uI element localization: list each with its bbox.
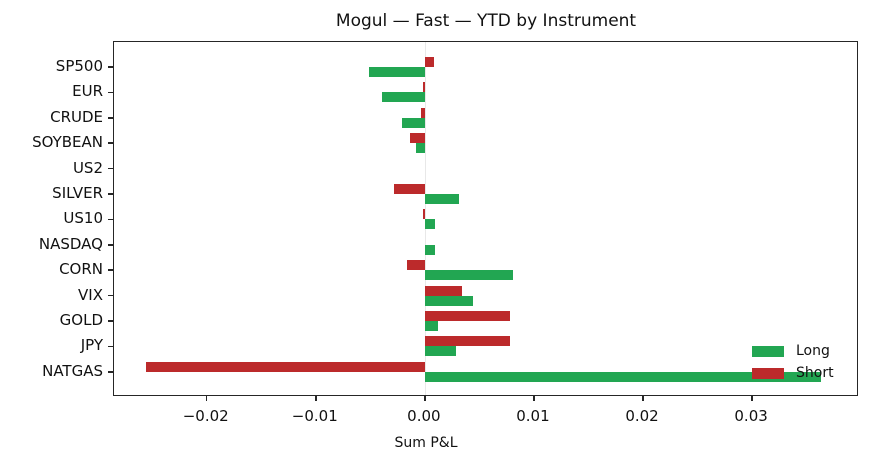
y-tick xyxy=(108,193,114,195)
bar-long-soybean xyxy=(416,143,425,154)
chart-title: Mogul — Fast — YTD by Instrument xyxy=(335,11,637,31)
x-tick-label: 0.01 xyxy=(516,407,550,425)
x-tick xyxy=(642,395,644,401)
bar-short-us10 xyxy=(422,209,425,220)
legend-item-long: Long xyxy=(752,340,834,362)
x-tick-label: 0.02 xyxy=(625,407,659,425)
y-tick-label: EUR xyxy=(72,82,103,101)
x-tick xyxy=(315,395,317,401)
y-tick xyxy=(108,269,114,271)
y-tick xyxy=(108,91,114,94)
y-tick xyxy=(108,117,114,119)
bar-short-gold xyxy=(424,311,510,321)
y-tick xyxy=(108,142,114,144)
x-tick-label: 0.00 xyxy=(407,407,441,425)
y-tick-label: US10 xyxy=(63,209,103,228)
bar-short-corn xyxy=(407,260,425,271)
bar-long-crude xyxy=(401,117,425,128)
legend: Long Short xyxy=(752,340,834,384)
y-tick-label: NATGAS xyxy=(42,361,103,380)
bar-short-vix xyxy=(424,285,462,296)
bar-long-corn xyxy=(424,270,514,281)
bar-long-us10 xyxy=(424,219,435,230)
y-tick-label: VIX xyxy=(78,285,103,304)
plot-area xyxy=(108,41,858,401)
y-tick-label: NASDAQ xyxy=(38,234,103,253)
bar-short-soybean xyxy=(409,133,425,144)
legend-item-short: Short xyxy=(752,362,834,384)
legend-swatch-long xyxy=(752,345,784,357)
bar-long-jpy xyxy=(424,346,457,357)
bar-short-sp500 xyxy=(424,57,434,67)
y-tick xyxy=(108,371,114,373)
bar-long-eur xyxy=(382,92,425,103)
y-tick xyxy=(108,66,114,68)
x-tick-label: −0.02 xyxy=(182,407,229,425)
legend-label-long: Long xyxy=(796,343,830,359)
x-tick xyxy=(751,395,753,401)
x-tick xyxy=(533,395,535,401)
legend-label-short: Short xyxy=(796,365,834,381)
bar-long-nasdaq xyxy=(424,244,435,255)
y-tick-label: SP500 xyxy=(55,57,103,75)
bar-short-crude xyxy=(420,107,425,118)
bar-long-gold xyxy=(424,321,438,331)
bar-long-vix xyxy=(424,295,473,306)
x-tick-label: −0.01 xyxy=(291,407,338,425)
y-tick-label: CRUDE xyxy=(50,107,103,126)
y-tick-label: GOLD xyxy=(59,311,103,329)
x-tick xyxy=(424,395,426,401)
y-tick-label: JPY xyxy=(80,336,103,355)
bar-short-natgas xyxy=(145,361,425,372)
zero-line xyxy=(424,42,426,395)
bar-long-sp500 xyxy=(369,67,425,77)
y-tick xyxy=(108,244,114,246)
y-tick-label: US2 xyxy=(72,158,103,177)
bar-short-eur xyxy=(422,82,425,93)
y-tick xyxy=(108,294,114,297)
x-tick xyxy=(205,395,208,401)
y-tick-label: CORN xyxy=(59,260,103,279)
y-tick-label: SOYBEAN xyxy=(32,133,103,152)
bar-short-jpy xyxy=(424,336,510,347)
bar-short-silver xyxy=(394,184,425,194)
y-tick xyxy=(108,320,114,322)
bar-long-natgas xyxy=(424,371,821,382)
bar-long-silver xyxy=(424,194,459,204)
x-axis-title: Sum P&L xyxy=(394,435,458,451)
legend-swatch-short xyxy=(752,367,784,379)
y-tick-label: SILVER xyxy=(52,184,103,202)
x-tick-label: 0.03 xyxy=(734,407,768,425)
y-tick xyxy=(108,167,114,170)
y-tick xyxy=(108,218,114,221)
y-tick xyxy=(108,345,114,348)
